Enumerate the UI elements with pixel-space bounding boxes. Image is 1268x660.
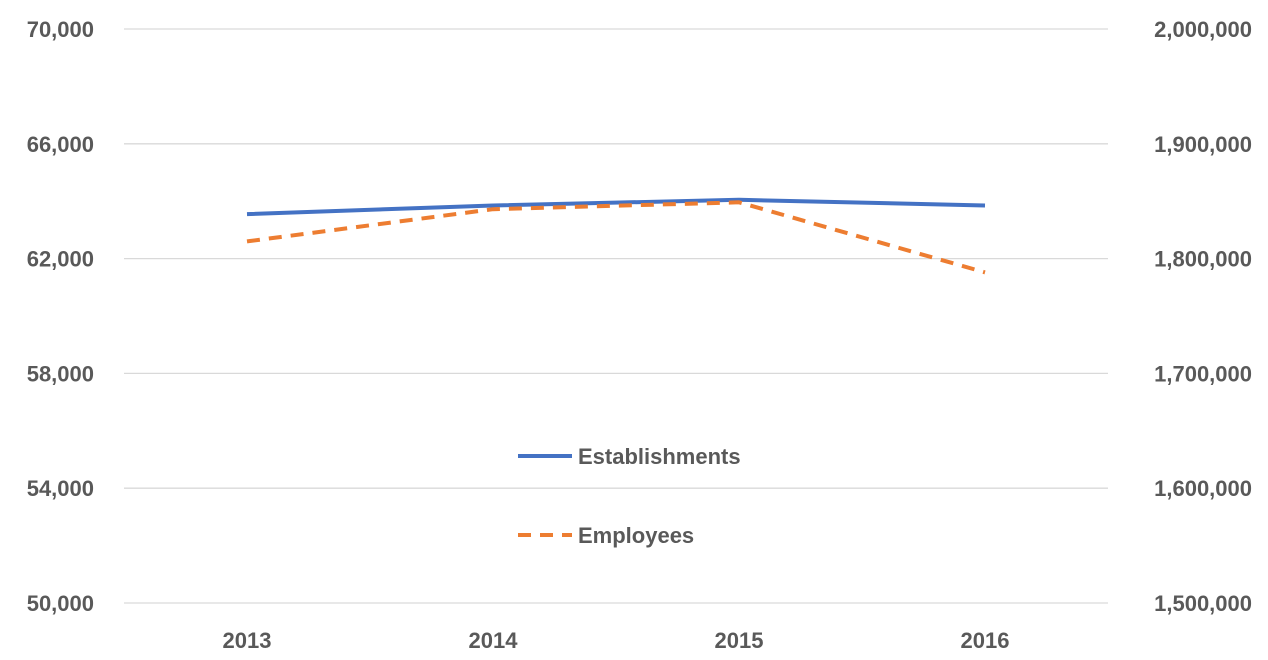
series-line-establishments xyxy=(246,197,986,217)
series-line-employees xyxy=(246,200,986,275)
x-tick-label: 2014 xyxy=(469,628,519,653)
x-tick-label: 2016 xyxy=(961,628,1010,653)
right-tick-label: 1,700,000 xyxy=(1154,361,1252,386)
right-tick-label: 1,900,000 xyxy=(1154,132,1252,157)
left-tick-label: 50,000 xyxy=(27,591,94,616)
legend: Establishments Employees xyxy=(518,444,741,548)
left-tick-label: 62,000 xyxy=(27,247,94,272)
gridlines xyxy=(124,28,1108,604)
left-tick-label: 70,000 xyxy=(27,17,94,42)
left-tick-label: 58,000 xyxy=(27,361,94,386)
x-tick-label: 2013 xyxy=(223,628,272,653)
left-tick-label: 54,000 xyxy=(27,476,94,501)
right-tick-label: 2,000,000 xyxy=(1154,17,1252,42)
right-tick-label: 1,500,000 xyxy=(1154,591,1252,616)
x-tick-label: 2015 xyxy=(715,628,764,653)
right-tick-label: 1,600,000 xyxy=(1154,476,1252,501)
left-axis-ticks: 50,000 54,000 58,000 62,000 66,000 70,000 xyxy=(27,17,94,616)
right-tick-label: 1,800,000 xyxy=(1154,247,1252,272)
left-tick-label: 66,000 xyxy=(27,132,94,157)
right-axis-ticks: 1,500,000 1,600,000 1,700,000 1,800,000 1,90… xyxy=(1154,17,1252,616)
legend-label-employees: Employees xyxy=(578,523,694,548)
x-axis-ticks: 2013 2014 2015 2016 xyxy=(223,628,1010,653)
series-lines xyxy=(246,197,986,275)
legend-label-establishments: Establishments xyxy=(578,444,741,469)
